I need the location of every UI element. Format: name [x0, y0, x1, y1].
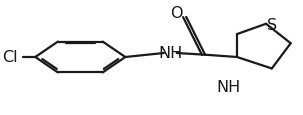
Text: O: O — [170, 6, 182, 21]
Text: NH: NH — [158, 46, 182, 61]
Text: S: S — [267, 18, 277, 33]
Text: NH: NH — [216, 79, 240, 94]
Text: Cl: Cl — [2, 50, 17, 65]
